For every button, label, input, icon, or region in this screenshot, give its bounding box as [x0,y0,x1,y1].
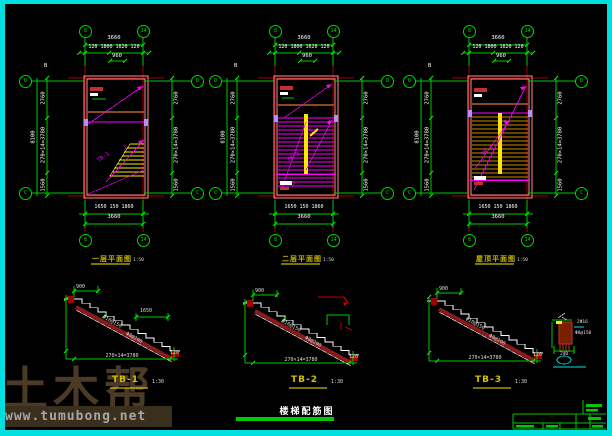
dim-right-seg: 2760 [557,91,564,105]
plan-title: 二层平面图 [282,255,322,263]
section-dim-span: 270×14=3780 [105,353,139,359]
grid-bubble: 14 [137,25,150,38]
grid-bubble: D [403,75,416,88]
frame-border-left [0,0,5,436]
grid-bubble: 14 [521,234,534,247]
dim-top-segments: 120 1800 1620 120 [472,44,524,50]
frame-border-bottom [0,430,612,436]
grid-bubble: D [575,75,588,88]
section-label: TB-2 [291,375,318,385]
grid-bubble: D [209,75,222,88]
dim-top-segments: 120 1800 1620 120 [278,44,330,50]
section-dim-right: 120 [170,350,180,356]
grid-bubble: D [19,75,32,88]
grid-bubble: 14 [137,234,150,247]
dim-right-seg: 1560 [363,178,370,192]
dim-left-seg: 270×14=3780 [230,126,237,164]
dim-left-total: 8100 [414,130,421,144]
grid-bubble: 8 [463,234,476,247]
grid-bubble: 8 [463,25,476,38]
dim-top-total: 3660 [107,35,121,41]
plan-title: 一层平面图 [92,255,132,263]
grid-bubble: 8 [79,234,92,247]
section-scale: 1:30 [331,379,344,385]
grid-bubble: D [191,75,204,88]
dim-bottom-segments: 1650 150 1860 [94,204,134,210]
dim-top-sub: 960 [112,53,122,59]
watermark-url: www.tumubong.net [5,409,147,424]
plan-scale: 1:50 [323,258,334,263]
grid-bubble: C [403,187,416,200]
dim-right-seg: 1560 [557,178,564,192]
section-dim-top: 900 [439,286,449,292]
grid-bubble: C [381,187,394,200]
dim-right-seg: 270×14=3780 [557,126,564,164]
dim-top-total: 3660 [491,35,505,41]
dim-bottom-segments: 1650 150 1860 [284,204,324,210]
dim-bottom-total: 3660 [297,214,311,220]
section-label: TB-1 [112,375,139,385]
dim-right-seg: 1560 [173,178,180,192]
grid-bubble: 8 [269,234,282,247]
detail-rebar-note: 2Φ16 [577,320,588,325]
plan-scale: 1:50 [133,258,144,263]
grid-bubble: 8 [79,25,92,38]
section-label: TB-3 [475,375,502,385]
section-dim-right: 120 [533,352,543,358]
dim-bottom-total: 3660 [491,214,505,220]
dim-right-seg: 270×14=3780 [173,126,180,164]
plan-title: 屋顶平面图 [476,255,516,263]
dim-left-total: 8100 [220,130,227,144]
grid-bubble: 8 [269,25,282,38]
sheet-title: 楼梯配筋图 [279,407,335,417]
dim-top-sub: 960 [496,53,506,59]
dim-left-seg: 1560 [424,178,431,192]
grid-bubble: 14 [327,25,340,38]
frame-border-right [607,0,612,436]
wall-tag: B [428,63,432,69]
frame-border-top [0,0,612,4]
grid-bubble: C [575,187,588,200]
section-scale: 1:30 [152,379,165,385]
dim-top-sub: 960 [302,53,312,59]
section-dim-top: 900 [255,288,265,294]
plan-scale: 1:50 [517,258,528,263]
dim-top-segments: 120 1800 1620 120 [88,44,140,50]
dim-left-seg: 2760 [40,91,47,105]
dim-left-seg: 1560 [40,178,47,192]
grid-bubble: C [19,187,32,200]
dim-right-seg: 270×14=3780 [363,126,370,164]
section-dim-span: 270×14=3780 [284,357,318,363]
section-dim-right: 120 [349,354,359,360]
detail-rebar-note: Φ8@150 [575,331,592,336]
dim-right-seg: 2760 [173,91,180,105]
detail-dim-bottom: 240 [560,352,569,357]
dim-bottom-total: 3660 [107,214,121,220]
wall-tag: B [234,63,238,69]
dim-right-seg: 2760 [363,91,370,105]
dim-left-seg: 1560 [230,178,237,192]
dim-left-total: 8100 [30,130,37,144]
dim-bottom-segments: 1650 150 1860 [478,204,518,210]
section-scale: 1:30 [515,379,528,385]
watermark-bar: www.tumubong.net [0,406,172,427]
grid-bubble: C [191,187,204,200]
section-dim-mid: 1650 [140,308,153,314]
section-dim-span: 270×14=3780 [468,355,502,361]
grid-bubble: 14 [327,234,340,247]
dim-left-seg: 2760 [230,91,237,105]
grid-bubble: C [209,187,222,200]
dim-left-seg: 270×14=3780 [40,126,47,164]
section-dim-top: 900 [76,284,86,290]
grid-bubble: D [381,75,394,88]
wall-tag: B [44,63,48,69]
grid-bubble: 14 [521,25,534,38]
dim-left-seg: 270×14=3780 [424,126,431,164]
dim-top-total: 3660 [297,35,311,41]
dim-left-seg: 2760 [424,91,431,105]
